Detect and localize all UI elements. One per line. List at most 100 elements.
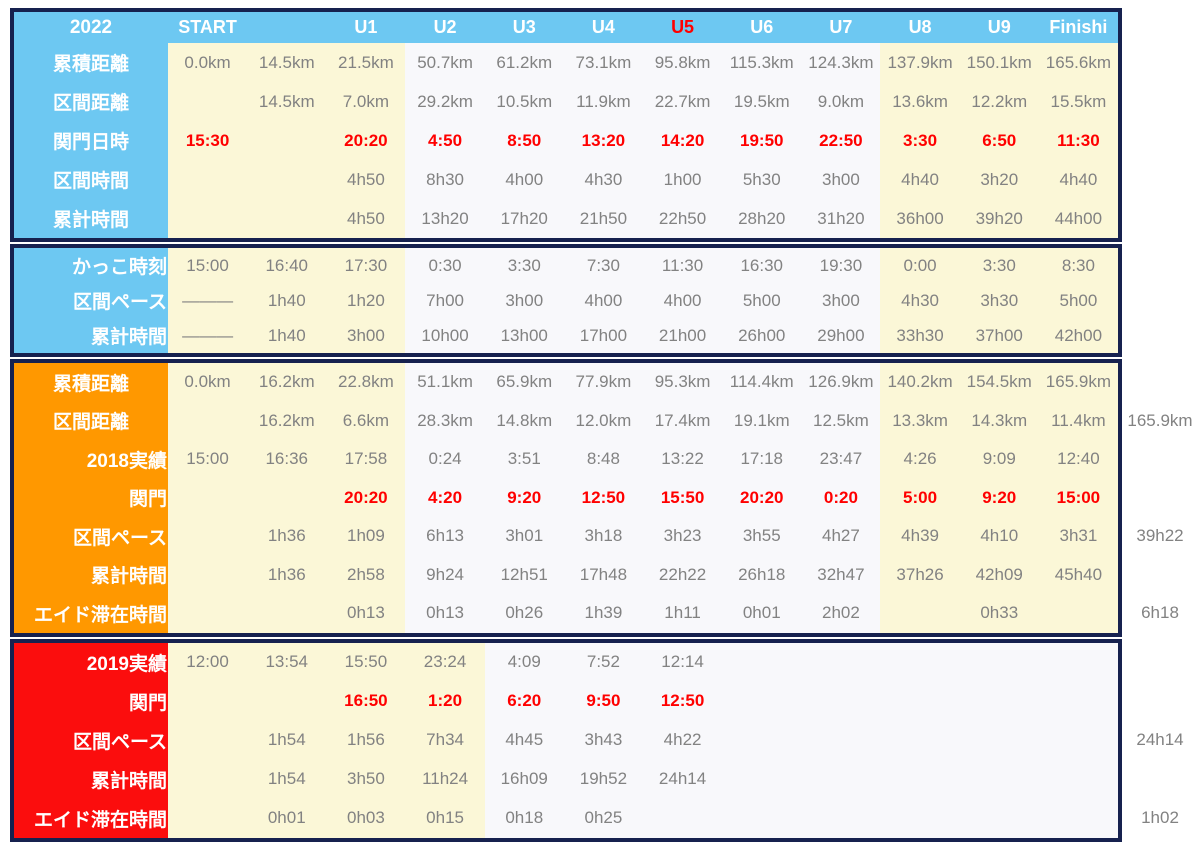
data-cell: 114.4km — [722, 363, 802, 402]
data-cell: 17h20 — [484, 199, 564, 238]
data-cell: 22:50 — [801, 121, 881, 160]
data-cell: 9.0km — [801, 82, 881, 121]
table-row: 関門 20:20 4:20 9:20 12:50 15:50 20:20 0:20 5:00 9:… — [14, 478, 1118, 517]
data-cell: 4:09 — [484, 642, 564, 682]
table-row: 区間時間 4h50 8h30 4h00 4h30 1h00 5h30 3h00 4h40 3h20… — [14, 160, 1118, 199]
data-cell — [880, 720, 960, 760]
data-cell: 17h48 — [563, 555, 643, 594]
outside-total-value: 39h22 — [1136, 526, 1184, 546]
data-cell: 61.2km — [484, 43, 564, 82]
column-header-blank — [247, 12, 327, 43]
table-row: 関門日時 15:30 20:20 4:50 8:50 13:20 14:20 19:50 22:… — [14, 121, 1118, 160]
data-cell: 13.3km — [880, 401, 960, 440]
data-cell: 4:50 — [405, 121, 485, 160]
data-cell — [959, 681, 1039, 721]
column-header-START: START — [168, 12, 248, 43]
data-cell — [880, 594, 960, 633]
data-cell — [959, 798, 1039, 838]
data-cell — [168, 759, 248, 799]
data-cell: 21h00 — [642, 318, 723, 353]
data-cell — [1038, 798, 1118, 838]
column-header-U3: U3 — [484, 12, 564, 43]
data-cell: 13:20 — [563, 121, 643, 160]
data-cell — [168, 594, 248, 633]
data-cell: 140.2km — [880, 363, 960, 402]
data-cell: 7.0km — [326, 82, 406, 121]
data-cell: 8:48 — [563, 440, 643, 479]
data-cell: 6h13 — [405, 517, 485, 556]
row-label: 区間距離 — [14, 401, 168, 440]
data-cell — [1038, 594, 1118, 633]
data-cell: 4:20 — [405, 478, 485, 517]
data-cell: 11:30 — [642, 248, 723, 283]
data-cell: 42h00 — [1038, 318, 1118, 353]
data-cell: 1h40 — [247, 318, 327, 353]
data-cell — [722, 798, 802, 838]
data-cell: 19.5km — [722, 82, 802, 121]
row-label: 区間ペース — [14, 720, 168, 760]
data-cell — [880, 642, 960, 682]
data-cell: 21h50 — [563, 199, 643, 238]
data-cell: 15:50 — [642, 478, 723, 517]
data-cell: 4:26 — [880, 440, 960, 479]
row-label: エイド滞在時間 — [14, 594, 168, 633]
data-cell: 8:50 — [484, 121, 564, 160]
data-cell: 7h00 — [405, 283, 485, 318]
data-cell: 14.3km — [959, 401, 1039, 440]
data-cell: 19.1km — [722, 401, 802, 440]
data-cell: 1h36 — [247, 555, 327, 594]
data-cell — [168, 681, 248, 721]
data-cell: 12:00 — [168, 642, 248, 682]
data-cell — [1038, 642, 1118, 682]
data-cell: 3h00 — [801, 160, 881, 199]
data-cell: 22h50 — [642, 199, 723, 238]
data-cell — [880, 681, 960, 721]
row-label: 関門 — [14, 478, 168, 517]
data-cell: 19h52 — [563, 759, 643, 799]
data-cell: 28.3km — [405, 401, 485, 440]
data-cell — [722, 642, 802, 682]
data-cell: 14.8km — [484, 401, 564, 440]
data-cell: 126.9km — [801, 363, 881, 402]
data-cell: 39h20 — [959, 199, 1039, 238]
data-cell: 17h00 — [563, 318, 643, 353]
data-cell: 17.4km — [642, 401, 723, 440]
data-cell: 11h24 — [405, 759, 485, 799]
column-header-U4: U4 — [563, 12, 643, 43]
data-cell: 0h15 — [405, 798, 485, 838]
column-header-U5: U5 — [642, 12, 723, 43]
table-row: 累積距離 0.0km 16.2km 22.8km 51.1km 65.9km 77.9km 9… — [14, 363, 1118, 402]
data-cell: 4h30 — [880, 283, 960, 318]
outside-total-value: 24h14 — [1136, 730, 1184, 749]
data-cell: 12:50 — [563, 478, 643, 517]
data-cell: 3h50 — [326, 759, 406, 799]
data-cell: 3h43 — [563, 720, 643, 760]
data-cell: 0:20 — [801, 478, 881, 517]
data-cell: 1h09 — [326, 517, 406, 556]
data-cell: 7h34 — [405, 720, 485, 760]
data-cell: 15:50 — [326, 642, 406, 682]
table-row: 区間距離 16.2km 6.6km 28.3km 14.8km 12.0km 17.4km 1… — [14, 401, 1118, 440]
data-cell: 0h26 — [484, 594, 564, 633]
data-cell: 24h14 — [642, 759, 723, 799]
data-cell — [247, 121, 327, 160]
data-cell: 15:00 — [168, 440, 248, 479]
data-cell — [801, 642, 881, 682]
data-cell — [722, 759, 802, 799]
data-cell: 19:50 — [722, 121, 802, 160]
year-header: 2022 — [14, 12, 168, 43]
data-cell: 17:30 — [326, 248, 406, 283]
data-cell: 1h11 — [642, 594, 723, 633]
data-cell — [1038, 759, 1118, 799]
data-cell: 3h00 — [484, 283, 564, 318]
data-cell: 4h50 — [326, 199, 406, 238]
data-cell: 21.5km — [326, 43, 406, 82]
column-header-Finishi: Finishi — [1038, 12, 1118, 43]
data-cell: 4h00 — [642, 283, 723, 318]
table-row: 区間ペース ——— 1h40 1h20 7h00 3h00 4h00 4h00 5h00 3h00… — [14, 283, 1118, 318]
data-cell — [168, 478, 248, 517]
table-row: 累積距離 0.0km 14.5km 21.5km 50.7km 61.2km 73.1km 9… — [14, 43, 1118, 82]
data-cell: 4h50 — [326, 160, 406, 199]
data-cell: 7:52 — [563, 642, 643, 682]
data-cell: 10.5km — [484, 82, 564, 121]
